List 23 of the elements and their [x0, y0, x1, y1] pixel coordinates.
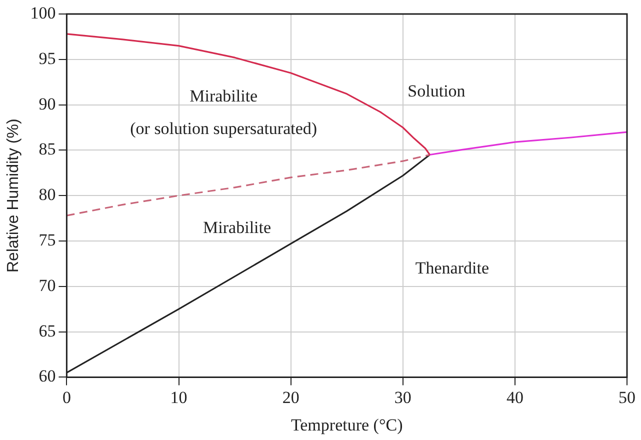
- x-tick-label: 50: [618, 388, 636, 407]
- y-axis-title: Relative Humidity (%): [5, 118, 22, 273]
- x-tick-label: 0: [62, 388, 71, 407]
- y-tick-label: 85: [38, 140, 56, 159]
- y-tick-label: 100: [30, 3, 56, 22]
- y-tick-label: 65: [38, 321, 56, 340]
- annotation: Solution: [408, 82, 466, 101]
- x-tick-label: 20: [282, 388, 300, 407]
- x-tick-label: 40: [506, 388, 524, 407]
- y-tick-label: 70: [38, 276, 56, 295]
- x-tick-label: 30: [394, 388, 412, 407]
- annotation: Mirabilite: [203, 218, 272, 237]
- y-tick-label: 90: [38, 94, 56, 114]
- y-tick-label: 95: [38, 48, 56, 68]
- y-tick-label: 60: [38, 366, 56, 386]
- annotation: (or solution supersaturated): [130, 118, 318, 138]
- annotation: Thenardite: [415, 258, 490, 278]
- y-tick-label: 80: [38, 185, 56, 204]
- y-tick-label: 75: [38, 230, 56, 250]
- annotation: Mirabilite: [190, 86, 258, 106]
- x-tick-label: 10: [170, 388, 188, 407]
- x-axis-title: Tempreture (°C): [290, 415, 403, 434]
- line-series: [66, 154, 431, 216]
